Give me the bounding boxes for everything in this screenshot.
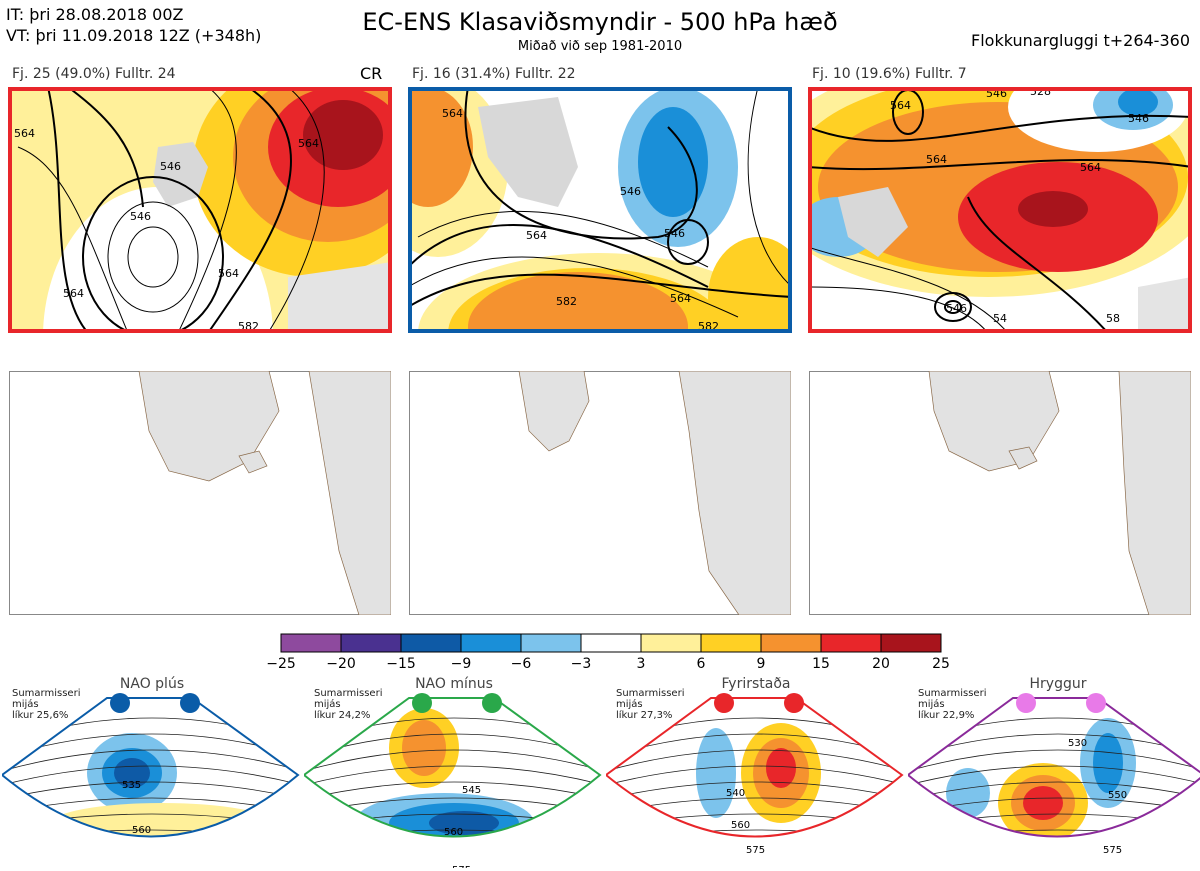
contour-label: 564 [526, 229, 547, 242]
regime-map: 535 560 [2, 697, 300, 838]
colorbar-tick-label: 25 [932, 656, 950, 672]
colorbar-tick-label: 3 [636, 656, 646, 672]
regime-marker-dot [1016, 693, 1036, 713]
regime-marker-dot [180, 693, 200, 713]
regime-contour-label: 535 [122, 780, 141, 791]
contour-label: 528 [1030, 87, 1051, 98]
regime-contour-label: 530 [1068, 738, 1087, 749]
colorbar-tick-label: −20 [326, 656, 356, 672]
contour-label: 546 [664, 227, 685, 240]
regime-contour-label: 560 [132, 825, 151, 836]
colorbar-cell [640, 633, 702, 653]
colorbar-cell [820, 633, 882, 653]
valid-time: VT: þri 11.09.2018 12Z (+348h) [6, 26, 262, 45]
colorbar-cell [460, 633, 522, 653]
regime-contour-label: 575 [1103, 845, 1122, 856]
colorbar-cell [700, 633, 762, 653]
colorbar-cell [880, 633, 942, 653]
contour-label: 546 [946, 302, 967, 315]
colorbar-cell [580, 633, 642, 653]
regime-contour-label: 575 [452, 865, 471, 868]
colorbar-cell [340, 633, 402, 653]
regime-marker-dot [412, 693, 432, 713]
contour-label: 564 [1080, 161, 1101, 174]
colorbar-tick-label: 9 [756, 656, 766, 672]
regime-contour-label: 540 [726, 788, 745, 799]
contour-label: 582 [556, 295, 577, 308]
regime-marker-dot [714, 693, 734, 713]
colorbar-tick-label: 20 [872, 656, 890, 672]
contour-label: 564 [442, 107, 463, 120]
colorbar-tick-label: 6 [696, 656, 706, 672]
header-info: IT: þri 28.08.2018 00Z VT: þri 11.09.201… [6, 4, 261, 46]
cluster-3-label: Fj. 10 (19.6%) Fulltr. 7 [812, 66, 967, 82]
contour-label: 58 [1106, 312, 1120, 325]
colorbar-tick-label: −15 [386, 656, 416, 672]
regime-title: Hryggur [1029, 676, 1087, 692]
contour-label: 564 [890, 99, 911, 112]
cluster-1-map[interactable]: 546 564 546 564 564 582 564 [8, 87, 392, 333]
colorbar-cell [760, 633, 822, 653]
regime-marker-dot [784, 693, 804, 713]
colorbar-tick-label: −3 [570, 656, 592, 672]
contour-label: 564 [14, 127, 35, 140]
regime-probability: Sumarmisseri mijás líkur 22,9% [918, 688, 987, 721]
empty-map-3 [809, 371, 1191, 615]
contour-label: 546 [986, 87, 1007, 100]
contour-label: 564 [298, 137, 319, 150]
contour-label: 546 [1128, 112, 1149, 125]
contour-label: 546 [620, 185, 641, 198]
regime-contour-label: 560 [444, 827, 463, 838]
regime-contour-label: 550 [1108, 790, 1127, 801]
contour-label: 582 [238, 320, 259, 333]
regime-map: 540 560 575 [606, 697, 904, 856]
empty-map-1 [9, 371, 391, 615]
regime-contour-label: 560 [731, 820, 750, 831]
regime-title: NAO mínus [415, 676, 493, 692]
colorbar-cell [280, 633, 342, 653]
colorbar-cell [520, 633, 582, 653]
initial-time: IT: þri 28.08.2018 00Z [6, 5, 184, 24]
contour-label: 546 [160, 160, 181, 173]
colorbar-cell [400, 633, 462, 653]
cluster-2-label: Fj. 16 (31.4%) Fulltr. 22 [412, 66, 576, 82]
contour-label: 582 [698, 320, 719, 333]
regime-map: 530 550 575 [908, 697, 1200, 856]
colorbar-tick-label: −6 [510, 656, 532, 672]
contour-label: 564 [926, 153, 947, 166]
colorbar [280, 633, 942, 653]
regime-probability: Sumarmisseri mijás líkur 24,2% [314, 688, 383, 721]
classification-window: Flokkunargluggi t+264-360 [971, 31, 1190, 50]
regime-title: NAO plús [119, 676, 185, 692]
colorbar-tick-label: −9 [450, 656, 472, 672]
cluster-1-regime: CR [360, 64, 383, 83]
empty-map-2 [409, 371, 791, 615]
cluster-1-label: Fj. 25 (49.0%) Fulltr. 24 [12, 66, 176, 82]
contour-label: 564 [63, 287, 84, 300]
contour-label: 54 [993, 312, 1007, 325]
page-title: EC-ENS Klasaviðsmyndir - 500 hPa hæð [362, 8, 838, 36]
regime-title: Fyrirstaða [721, 676, 791, 692]
contour-label: 564 [670, 292, 691, 305]
regime-marker-dot [482, 693, 502, 713]
cluster-3-map[interactable]: 564 546 528 546 564 564 546 54 58 [808, 87, 1192, 333]
regime-map: 545 560 575 [304, 697, 602, 868]
regime-contour-label: 545 [462, 785, 481, 796]
page-subtitle: Miðað við sep 1981-2010 [517, 39, 683, 54]
regime-probability: Sumarmisseri mijás líkur 25,6% [12, 688, 81, 721]
colorbar-tick-label: −25 [266, 656, 296, 672]
regime-probability: Sumarmisseri mijás líkur 27,3% [616, 688, 685, 721]
contour-label: 564 [218, 267, 239, 280]
contour-label: 546 [130, 210, 151, 223]
regime-contour-label: 575 [746, 845, 765, 856]
cluster-2-map[interactable]: 564 546 546 564 582 564 582 [408, 87, 792, 333]
regime-marker-dot [110, 693, 130, 713]
colorbar-tick-label: 15 [812, 656, 830, 672]
regime-marker-dot [1086, 693, 1106, 713]
